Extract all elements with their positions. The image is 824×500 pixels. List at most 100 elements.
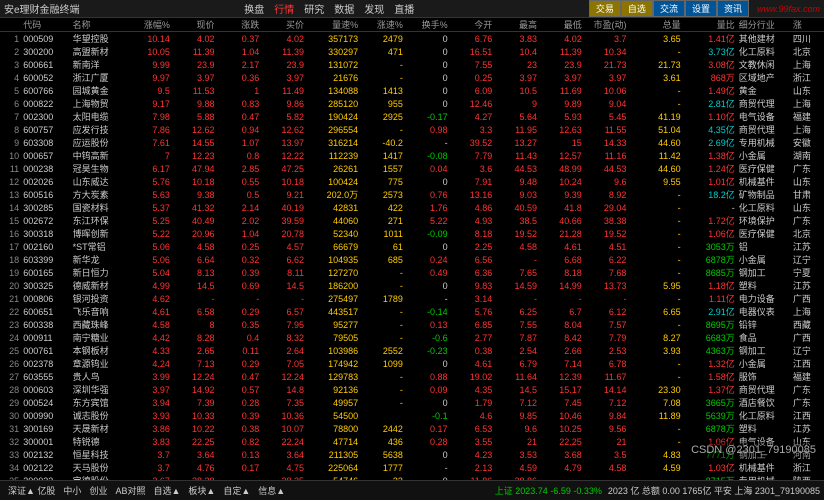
stock-row[interactable]: 8600757应发行技7.8612.620.9412.62296554-0.98… [0, 123, 824, 136]
cell-pct: 3.67 [127, 474, 172, 480]
col-header-8[interactable]: 涨速% [360, 18, 405, 32]
menu-item-0[interactable]: 换盘 [244, 5, 264, 16]
col-header-9[interactable]: 换手% [405, 18, 450, 32]
stock-row[interactable]: 4600052浙江广厦9.973.970.363.9721676-00.253.… [0, 71, 824, 84]
footer-tab-1[interactable]: 中小 [59, 485, 85, 497]
stock-row[interactable]: 29000524东方宾馆3.947.390.287.3549957-01.797… [0, 396, 824, 409]
cell-pct: 9.97 [127, 71, 172, 84]
stock-row[interactable]: 11000238冠昊生物6.1747.942.8547.252626115570… [0, 162, 824, 175]
menu-item-2[interactable]: 研究 [304, 5, 324, 16]
cell-reg: 广东 [791, 383, 824, 396]
col-header-0[interactable] [0, 18, 21, 32]
stock-row[interactable]: 1000509华望控股10.144.020.374.02357173247906… [0, 32, 824, 46]
footer-tab-3[interactable]: AB对照 [111, 485, 149, 497]
cell-reg: 上海 [791, 123, 824, 136]
cell-vol: - [628, 357, 682, 370]
stock-row[interactable]: 14300285国瓷材料5.3741.322.1440.19428314221.… [0, 201, 824, 214]
col-header-5[interactable]: 涨跌 [217, 18, 262, 32]
cell-vs: 112239 [306, 149, 360, 162]
cell-name: 诚志股份 [71, 409, 128, 422]
cell-vs: 49957 [306, 396, 360, 409]
stock-row[interactable]: 31300169天晟新材3.8610.220.3810.077880024420… [0, 422, 824, 435]
footer-tab-7[interactable]: 信息▲ [254, 485, 289, 497]
col-header-1[interactable]: 代码 [21, 18, 70, 32]
footer-tab-5[interactable]: 板块▲ [184, 485, 219, 497]
col-header-12[interactable]: 最低 [539, 18, 584, 32]
cell-lo: 41.8 [539, 201, 584, 214]
cell-price: 10.18 [172, 175, 217, 188]
cell-reg: 江苏 [791, 240, 824, 253]
col-header-16[interactable]: 细分行业 [737, 18, 791, 32]
cell-vol: 6.65 [628, 305, 682, 318]
cell-op: 3.55 [450, 435, 495, 448]
stock-row[interactable]: 5600766园城黄金9.511.53111.49134088141306.09… [0, 84, 824, 97]
stock-row[interactable]: 30000990诚志股份3.9310.330.3910.3654500-0.14… [0, 409, 824, 422]
cell-op: 0.25 [450, 71, 495, 84]
col-header-3[interactable]: 涨幅% [127, 18, 172, 32]
cell-to: 0.24 [405, 253, 450, 266]
col-header-13[interactable]: 市盈(动) [584, 18, 629, 32]
stock-row[interactable]: 35300023宝德股份3.6728.38-28.355474633011.86… [0, 474, 824, 480]
cell-reg: 山东 [791, 84, 824, 97]
cell-name: 飞乐音响 [71, 305, 128, 318]
col-header-10[interactable]: 今开 [450, 18, 495, 32]
stock-row[interactable]: 9603308应运股份7.6114.551.0713.97316214-40.2… [0, 136, 824, 149]
stock-row[interactable]: 26002378章源钨业4.247.130.297.05174942109904… [0, 357, 824, 370]
stock-row[interactable]: 20300325德威新材4.9914.50.6914.5186200-09.83… [0, 279, 824, 292]
cell-lb: 4363万 [683, 344, 737, 357]
footer-tab-0[interactable]: 深证▲ 亿股 [4, 485, 59, 497]
stock-row[interactable]: 10000657中钨高新712.230.812.221122391417-0.0… [0, 149, 824, 162]
cell-cat: 塑料 [737, 279, 791, 292]
stock-row[interactable]: 21000806银河投资4.62---2754971789-3.14----1.… [0, 292, 824, 305]
top-button-3[interactable]: 设置 [685, 0, 717, 17]
footer-tab-6[interactable]: 自定▲ [219, 485, 254, 497]
stock-row[interactable]: 15002672东江环保5.2540.492.0239.59440602715.… [0, 214, 824, 227]
stock-row[interactable]: 7002300太阳电缆7.985.880.475.821904242925-0.… [0, 110, 824, 123]
cell-lo: 22.25 [539, 435, 584, 448]
cell-vs: 127270 [306, 266, 360, 279]
col-header-7[interactable]: 量速% [306, 18, 360, 32]
cell-pe: 11.16 [584, 149, 629, 162]
stock-row[interactable]: 2300200高盟新材10.0511.391.0411.393302974710… [0, 45, 824, 58]
cell-pe: 10.06 [584, 84, 629, 97]
stock-row[interactable]: 19600165新日恒力5.048.130.398.11127270-0.496… [0, 266, 824, 279]
footer-tab-4[interactable]: 自选▲ [149, 485, 184, 497]
menu-item-4[interactable]: 发现 [364, 5, 384, 16]
cell-price: 7.39 [172, 396, 217, 409]
footer-tab-2[interactable]: 创业 [85, 485, 111, 497]
menu-item-1[interactable]: 行情 [274, 5, 294, 16]
col-header-17[interactable]: 涨 [791, 18, 824, 32]
stock-row[interactable]: 12002026山东威达5.7610.180.5510.181004247750… [0, 175, 824, 188]
stock-row[interactable]: 18603399新华龙5.066.640.326.621049356850.24… [0, 253, 824, 266]
stock-row[interactable]: 6000822上海物贸9.179.880.839.86285120955012.… [0, 97, 824, 110]
cell-chg: 0.39 [217, 409, 262, 422]
col-header-11[interactable]: 最高 [494, 18, 539, 32]
top-button-2[interactable]: 交流 [653, 0, 685, 17]
cell-cat: 区域地产 [737, 71, 791, 84]
stock-row[interactable]: 3600661新南洋9.9923.92.1723.9131072-07.5523… [0, 58, 824, 71]
col-header-4[interactable]: 现价 [172, 18, 217, 32]
cell-bid: 28.35 [261, 474, 306, 480]
menu-item-3[interactable]: 数据 [334, 5, 354, 16]
top-button-0[interactable]: 交易 [589, 0, 621, 17]
stock-row[interactable]: 13600516方大炭素5.639.380.59.21202.0万25730.7… [0, 188, 824, 201]
cell-vs: 225064 [306, 461, 360, 474]
col-header-2[interactable]: 名称 [71, 18, 128, 32]
col-header-14[interactable]: 总量 [628, 18, 682, 32]
stock-row[interactable]: 27603555贵人鸟3.9912.240.4712.24129783-0.88… [0, 370, 824, 383]
cell-pe: 3.7 [584, 32, 629, 46]
stock-row[interactable]: 23600338西藏珠峰4.5880.357.9595277-0.136.857… [0, 318, 824, 331]
cell-pe: 9.04 [584, 97, 629, 110]
stock-row[interactable]: 17002160*ST常铝5.064.580.254.57666796102.2… [0, 240, 824, 253]
top-button-4[interactable]: 资讯 [717, 0, 749, 17]
stock-row[interactable]: 22600651飞乐音响4.616.580.296.57443517--0.14… [0, 305, 824, 318]
stock-row[interactable]: 28000603深圳华强3.9714.920.5714.892136-0.094… [0, 383, 824, 396]
menu-item-5[interactable]: 直播 [394, 5, 414, 16]
stock-row[interactable]: 24000911南宁糖业4.428.280.48.3279505--0.62.7… [0, 331, 824, 344]
stock-row[interactable]: 25000761本钢板材4.332.650.112.641039862552-0… [0, 344, 824, 357]
col-header-6[interactable]: 买价 [261, 18, 306, 32]
top-button-1[interactable]: 自选 [621, 0, 653, 17]
stock-row[interactable]: 16300318博晖创新5.2220.961.0420.78523401011-… [0, 227, 824, 240]
col-header-15[interactable]: 量比 [683, 18, 737, 32]
stock-row[interactable]: 34002122天马股份3.74.760.174.752250641777-2.… [0, 461, 824, 474]
